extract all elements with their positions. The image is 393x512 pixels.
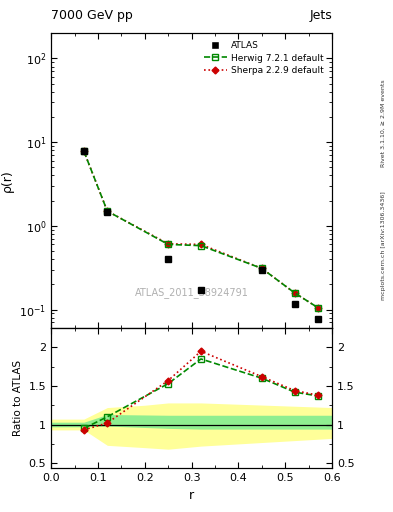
Text: Rivet 3.1.10, ≥ 2.9M events: Rivet 3.1.10, ≥ 2.9M events (381, 79, 386, 167)
Legend: ATLAS, Herwig 7.2.1 default, Sherpa 2.2.9 default: ATLAS, Herwig 7.2.1 default, Sherpa 2.2.… (200, 38, 328, 78)
Y-axis label: ρ(r): ρ(r) (1, 169, 14, 192)
Y-axis label: Ratio to ATLAS: Ratio to ATLAS (13, 360, 23, 436)
Text: 7000 GeV pp: 7000 GeV pp (51, 9, 133, 22)
Text: mcplots.cern.ch [arXiv:1306.3436]: mcplots.cern.ch [arXiv:1306.3436] (381, 191, 386, 300)
Text: ATLAS_2011_S8924791: ATLAS_2011_S8924791 (135, 287, 248, 298)
Text: Jets: Jets (309, 9, 332, 22)
X-axis label: r: r (189, 489, 194, 502)
